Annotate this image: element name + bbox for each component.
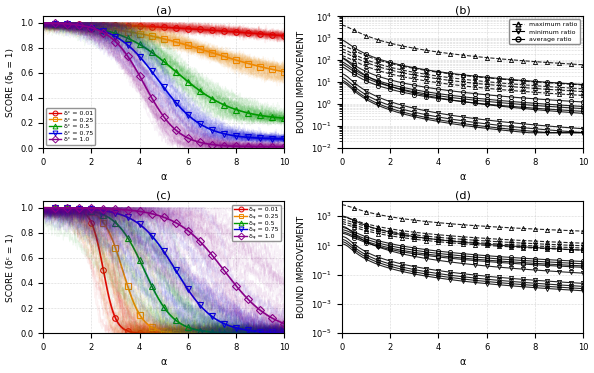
Y-axis label: SCORE (δᶜ = 1): SCORE (δᶜ = 1): [5, 233, 15, 301]
Legend: δᶜ = 0.01, δᶜ = 0.25, δᶜ = 0.5, δᶜ = 0.75, δᶜ = 1.0: δᶜ = 0.01, δᶜ = 0.25, δᶜ = 0.5, δᶜ = 0.7…: [46, 108, 96, 145]
Title: (b): (b): [454, 6, 470, 16]
Y-axis label: BOUND IMPROVEMENT: BOUND IMPROVEMENT: [297, 31, 306, 133]
Y-axis label: BOUND IMPROVEMENT: BOUND IMPROVEMENT: [296, 216, 305, 319]
Title: (d): (d): [454, 191, 470, 201]
Y-axis label: SCORE (δᵩ = 1): SCORE (δᵩ = 1): [5, 48, 15, 117]
Title: (a): (a): [156, 6, 172, 16]
Legend: maximum ratio, minimum ratio, average ratio: maximum ratio, minimum ratio, average ra…: [509, 19, 580, 44]
Title: (c): (c): [156, 191, 171, 201]
X-axis label: α: α: [160, 172, 167, 182]
X-axis label: α: α: [459, 357, 466, 367]
Legend: δᵩ = 0.01, δᵩ = 0.25, δᵩ = 0.5, δᵩ = 0.75, δᵩ = 1.0: δᵩ = 0.01, δᵩ = 0.25, δᵩ = 0.5, δᵩ = 0.7…: [232, 204, 282, 241]
X-axis label: α: α: [160, 357, 167, 367]
X-axis label: α: α: [459, 172, 466, 182]
